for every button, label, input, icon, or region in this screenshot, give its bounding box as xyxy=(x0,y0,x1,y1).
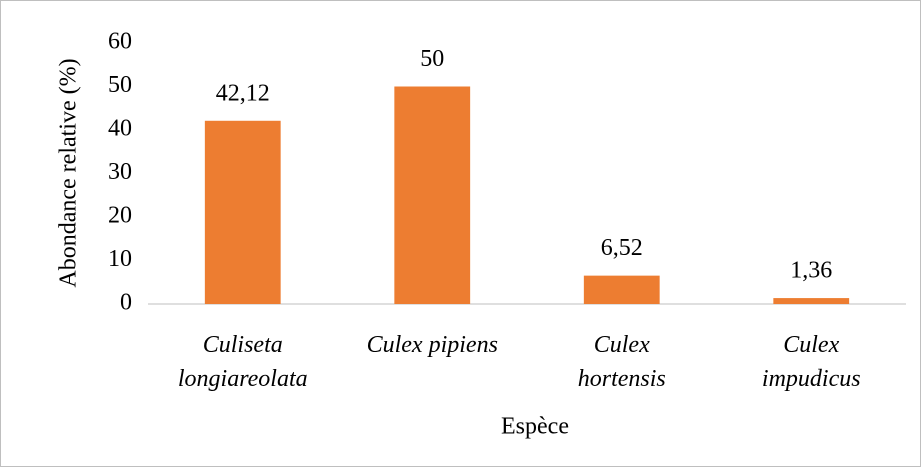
data-label: 1,36 xyxy=(790,258,832,284)
y-tick-label: 40 xyxy=(108,116,132,142)
bar xyxy=(394,86,471,304)
data-label: 6,52 xyxy=(601,235,643,261)
bar xyxy=(204,120,281,304)
bar xyxy=(583,275,660,304)
y-tick-label: 50 xyxy=(108,72,132,98)
y-tick-label: 30 xyxy=(108,159,132,185)
data-label: 42,12 xyxy=(216,80,270,106)
y-tick-label: 0 xyxy=(120,290,132,316)
bar xyxy=(773,298,850,304)
y-tick-label: 20 xyxy=(108,203,132,229)
x-axis-label: Espèce xyxy=(501,414,569,440)
x-tick-label: Culex hortensis xyxy=(578,332,666,392)
x-tick-label: Culiseta longiareolata xyxy=(178,332,308,392)
y-axis-label: Abondance relative (%) xyxy=(56,58,82,287)
y-tick-label: 10 xyxy=(108,246,132,272)
x-tick-label: Culex impudicus xyxy=(762,332,861,392)
data-label: 50 xyxy=(420,46,444,72)
y-tick-label: 60 xyxy=(108,29,132,55)
x-tick-label: Culex pipiens xyxy=(367,332,498,358)
